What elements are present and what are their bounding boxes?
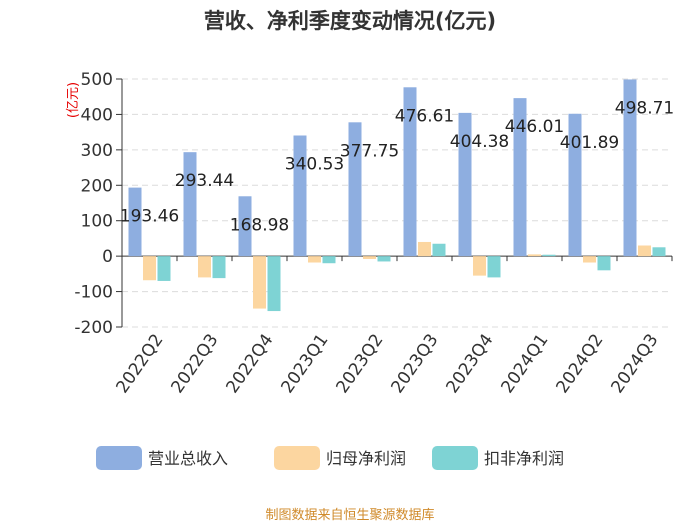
bar-2022Q2-s0 xyxy=(128,187,142,257)
bar-2024Q1-s2 xyxy=(542,254,556,257)
y-tick-label: -100 xyxy=(74,283,113,303)
y-tick-label: 200 xyxy=(81,176,113,196)
bar-2023Q2-s1 xyxy=(363,256,376,259)
x-tick-label: 2022Q3 xyxy=(168,330,223,397)
y-tick-label: 400 xyxy=(81,105,113,125)
legend-swatch-0 xyxy=(96,446,142,470)
bar-2023Q1-s1 xyxy=(308,256,321,263)
bar-2022Q2-s2 xyxy=(157,256,171,281)
bar-2022Q4-s0 xyxy=(238,196,252,257)
bar-2022Q3-s2 xyxy=(212,256,226,279)
y-axis: 500 400 300 200 100 0 -100 -200 xyxy=(74,70,673,338)
source-note: 制图数据来自恒生聚源数据库 xyxy=(265,507,434,523)
bar-2023Q1-s0 xyxy=(293,135,307,257)
bar-2023Q3-s2 xyxy=(432,243,446,257)
bar-2024Q3-s2 xyxy=(652,247,666,257)
x-tick-label: 2024Q2 xyxy=(553,330,608,397)
bar-2024Q3-s0 xyxy=(623,79,637,257)
bars xyxy=(128,79,666,312)
x-axis: 2022Q2 2022Q3 2022Q4 2023Q1 2023Q2 2023Q3 2023… xyxy=(113,330,663,397)
legend-swatch-1 xyxy=(274,446,320,470)
bar-2022Q4-s2 xyxy=(267,256,281,312)
bar-2023Q2-s2 xyxy=(377,256,391,262)
x-tick-label: 2024Q1 xyxy=(498,330,553,397)
data-label-2024Q1: 446.01 xyxy=(505,117,564,137)
legend-label-2: 扣非净利润 xyxy=(484,449,564,468)
data-label-2024Q3: 498.71 xyxy=(615,98,674,118)
y-tick-label: 500 xyxy=(81,70,113,90)
x-tick-label: 2024Q3 xyxy=(608,330,663,397)
y-axis-unit: (亿元) xyxy=(66,82,81,118)
data-label-2024Q2: 401.89 xyxy=(560,133,619,153)
bar-2024Q1-s0 xyxy=(513,98,527,257)
bar-2023Q3-s1 xyxy=(418,241,431,257)
bar-2022Q2-s1 xyxy=(143,256,156,281)
bar-2024Q2-s1 xyxy=(583,256,596,263)
bar-2022Q4-s1 xyxy=(253,256,266,309)
bar-2023Q2-s0 xyxy=(348,122,362,257)
bar-2024Q2-s0 xyxy=(568,113,582,257)
x-tick-label: 2022Q2 xyxy=(113,330,168,397)
bar-2023Q4-s0 xyxy=(458,112,472,257)
data-label-2023Q3: 476.61 xyxy=(395,106,454,126)
legend-label-0: 营业总收入 xyxy=(148,449,228,468)
bar-2022Q3-s1 xyxy=(198,256,211,278)
y-tick-label: 0 xyxy=(102,247,113,267)
x-tick-label: 2023Q2 xyxy=(333,330,388,397)
x-tick-label: 2023Q4 xyxy=(443,330,498,397)
bar-2022Q3-s0 xyxy=(183,152,197,257)
x-tick-label: 2023Q1 xyxy=(278,330,333,397)
legend-label-1: 归母净利润 xyxy=(326,449,406,468)
y-tick-label: -200 xyxy=(74,318,113,338)
bar-2024Q3-s1 xyxy=(638,245,651,257)
legend-swatch-2 xyxy=(432,446,478,470)
bar-2023Q4-s1 xyxy=(473,256,486,276)
bar-2023Q3-s0 xyxy=(403,87,417,257)
data-label-2023Q1: 340.53 xyxy=(285,154,344,174)
bar-2023Q4-s2 xyxy=(487,256,501,278)
data-label-2023Q4: 404.38 xyxy=(450,132,509,152)
chart-title: 营收、净利季度变动情况(亿元) xyxy=(204,9,496,33)
data-label-2022Q2: 193.46 xyxy=(120,207,179,227)
bar-2024Q2-s2 xyxy=(597,256,611,271)
data-label-2023Q2: 377.75 xyxy=(340,141,399,161)
grid-lines xyxy=(122,78,672,328)
bar-2023Q1-s2 xyxy=(322,256,336,264)
y-tick-label: 100 xyxy=(81,212,113,232)
bar-2024Q1-s1 xyxy=(528,254,541,257)
legend: 营业总收入 归母净利润 扣非净利润 xyxy=(96,446,564,470)
x-tick-label: 2022Q4 xyxy=(223,330,278,397)
data-label-2022Q3: 293.44 xyxy=(175,171,234,191)
x-tick-label: 2023Q3 xyxy=(388,330,443,397)
y-tick-label: 300 xyxy=(81,141,113,161)
data-label-2022Q4: 168.98 xyxy=(230,215,289,235)
